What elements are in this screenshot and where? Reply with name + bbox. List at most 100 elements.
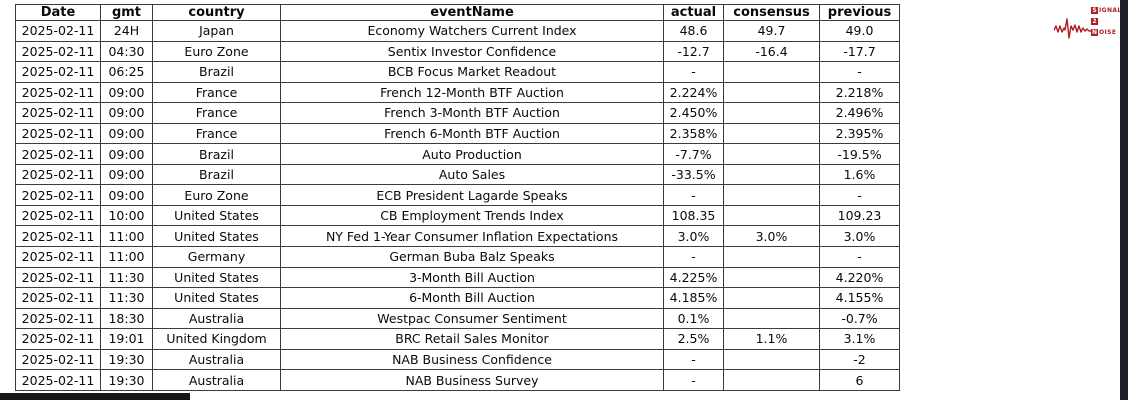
table-cell: 11:30 (100, 287, 153, 309)
table-cell: 2025-02-11 (15, 246, 101, 268)
table-row: 2025-02-11 06:25 Brazil BCB Focus Market Re… (15, 61, 900, 83)
table-cell: 2025-02-11 (15, 225, 101, 248)
table-cell (723, 61, 820, 83)
table-cell: 2.224% (663, 81, 724, 104)
table-cell: 2025-02-11 (15, 266, 101, 289)
table-cell: 2025-02-11 (15, 20, 101, 42)
table-cell: Brazil (152, 61, 281, 83)
table-cell: 4.155% (819, 287, 900, 309)
table-row: 2025-02-11 10:00 United States CB Employmen… (15, 204, 900, 227)
table-cell: Australia (152, 348, 281, 371)
table-cell: 11:30 (100, 266, 153, 289)
logo-word-rest: OISE (1099, 28, 1117, 36)
table-cell: 10:00 (100, 204, 153, 227)
table-cell: French 3-Month BTF Auction (280, 102, 664, 124)
table-cell: - (819, 184, 900, 206)
logo-text-block: S IGNAL 2 N OISE (1091, 6, 1121, 39)
table-cell (723, 369, 820, 391)
table-cell: 2025-02-11 (15, 102, 101, 124)
table-cell: 4.185% (663, 287, 724, 309)
table-cell: 3.0% (819, 225, 900, 248)
table-cell: 11:00 (100, 225, 153, 248)
column-header-consensus: consensus (723, 4, 820, 21)
table-row: 2025-02-11 11:30 United States 6-Month Bill… (15, 287, 900, 309)
table-cell: 2025-02-11 (15, 287, 101, 309)
column-header-actual: actual (663, 4, 724, 21)
table-cell: 109.23 (819, 204, 900, 227)
table-cell: French 6-Month BTF Auction (280, 122, 664, 145)
table-cell: 3.0% (723, 225, 820, 248)
table-row: 2025-02-11 24H Japan Economy Watchers Curre… (15, 20, 900, 42)
table-cell: 09:00 (100, 122, 153, 145)
table-cell: - (819, 246, 900, 268)
table-cell: -17.7 (819, 40, 900, 63)
table-cell: -2 (819, 348, 900, 371)
table-cell: 2.218% (819, 81, 900, 104)
table-cell (723, 287, 820, 309)
logo-letter-box: S (1091, 6, 1098, 14)
table-cell: BCB Focus Market Readout (280, 61, 664, 83)
table-cell: ECB President Lagarde Speaks (280, 184, 664, 206)
table-cell: German Buba Balz Speaks (280, 246, 664, 268)
table-cell: 09:00 (100, 102, 153, 124)
table-cell: United States (152, 204, 281, 227)
economic-calendar-table: Date gmt country eventName actual consensus pr… (15, 4, 900, 391)
table-cell: - (819, 61, 900, 83)
table-row: 2025-02-11 09:00 France French 6-Month BTF … (15, 122, 900, 145)
table-cell: 09:00 (100, 143, 153, 165)
table-cell (723, 163, 820, 186)
table-cell: -33.5% (663, 163, 724, 186)
table-cell: - (663, 246, 724, 268)
table-cell: BRC Retail Sales Monitor (280, 328, 664, 350)
column-header-eventname: eventName (280, 4, 664, 21)
table-cell: - (663, 61, 724, 83)
bottom-edge-bar (0, 393, 190, 400)
table-cell: - (663, 184, 724, 206)
table-cell: 0.1% (663, 307, 724, 330)
table-cell: United States (152, 287, 281, 309)
table-row: 2025-02-11 09:00 Brazil Auto Sales -33.5% 1.6… (15, 163, 900, 186)
logo-letter-box: N (1091, 28, 1098, 36)
table-cell: Australia (152, 307, 281, 330)
table-cell: 2025-02-11 (15, 204, 101, 227)
table-cell: 2025-02-11 (15, 163, 101, 186)
table-cell: 2025-02-11 (15, 143, 101, 165)
table-cell: 09:00 (100, 81, 153, 104)
table-row: 2025-02-11 09:00 France French 12-Month BTF… (15, 81, 900, 104)
signal2noise-logo: S IGNAL 2 N OISE (1054, 6, 1121, 48)
table-cell: 2025-02-11 (15, 348, 101, 371)
logo-letter-box: 2 (1091, 17, 1098, 25)
table-cell: 06:25 (100, 61, 153, 83)
table-cell: -19.5% (819, 143, 900, 165)
table-cell: 6-Month Bill Auction (280, 287, 664, 309)
table-cell: 2025-02-11 (15, 122, 101, 145)
vertical-scrollbar[interactable] (1120, 0, 1128, 400)
table-cell: 2025-02-11 (15, 184, 101, 206)
table-row: 2025-02-11 09:00 Euro Zone ECB President La… (15, 184, 900, 206)
table-cell: - (663, 348, 724, 371)
table-cell (723, 184, 820, 206)
column-header-date: Date (15, 4, 101, 21)
table-cell: 48.6 (663, 20, 724, 42)
table-cell: CB Employment Trends Index (280, 204, 664, 227)
table-cell: NAB Business Survey (280, 369, 664, 391)
logo-word-rest: IGNAL (1099, 6, 1122, 14)
table-cell: 1.1% (723, 328, 820, 350)
table-cell: Germany (152, 246, 281, 268)
column-header-gmt: gmt (100, 4, 153, 21)
table-cell: 2.496% (819, 102, 900, 124)
table-cell (723, 246, 820, 268)
table-cell: 18:30 (100, 307, 153, 330)
table-row: 2025-02-11 11:00 United States NY Fed 1-Yea… (15, 225, 900, 248)
table-cell: NY Fed 1-Year Consumer Inflation Expecta… (280, 225, 664, 248)
table-cell: 1.6% (819, 163, 900, 186)
table-cell: French 12-Month BTF Auction (280, 81, 664, 104)
table-cell: 2025-02-11 (15, 307, 101, 330)
table-cell: Brazil (152, 163, 281, 186)
table-cell: 19:30 (100, 369, 153, 391)
table-cell: United States (152, 225, 281, 248)
table-cell: 3-Month Bill Auction (280, 266, 664, 289)
table-cell: 4.220% (819, 266, 900, 289)
table-cell: France (152, 81, 281, 104)
table-row: 2025-02-11 09:00 Brazil Auto Production -7.7… (15, 143, 900, 165)
